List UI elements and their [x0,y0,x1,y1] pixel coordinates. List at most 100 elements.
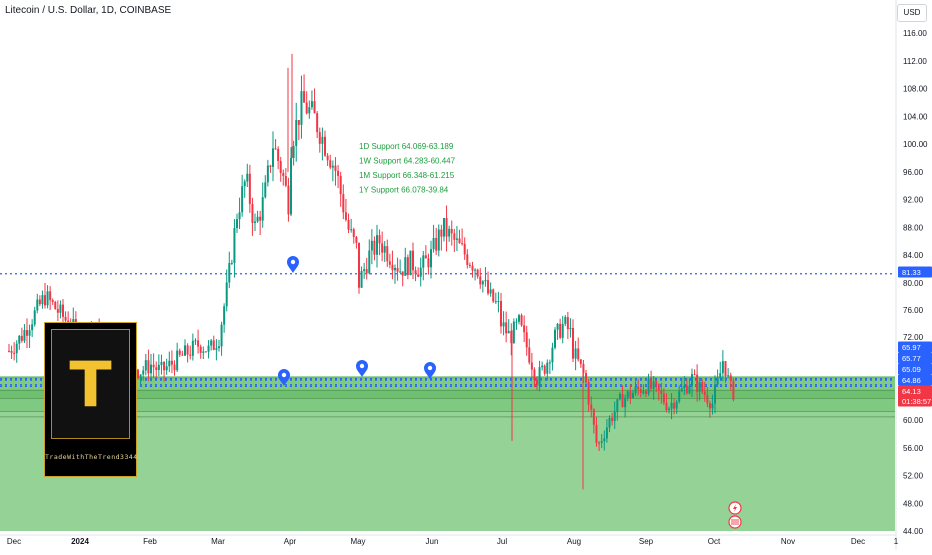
candle-body-117 [310,101,313,108]
candle-body-277 [724,361,727,377]
candle-body-100 [266,165,269,183]
x-tick-label: Nov [781,537,795,546]
candle-body-225 [590,404,593,410]
candle-body-130 [344,212,347,220]
candle-body-19 [56,309,59,313]
candle-body-213 [559,323,562,338]
candle-body-171 [450,228,453,234]
candle-body-118 [313,101,316,114]
x-tick-label: Oct [708,537,721,546]
currency-selector[interactable]: USD [897,4,927,22]
candle-body-176 [463,243,466,255]
candle-body-91 [243,181,246,187]
y-tick-label: 92.00 [903,196,924,205]
price-label-bg [898,266,932,278]
candle-body-94 [251,203,254,223]
x-tick-label: May [350,537,365,546]
candle-body-191 [502,322,505,327]
candle-body-164 [432,238,435,250]
candle-body-168 [442,218,445,237]
candle-body-259 [678,391,681,402]
y-tick-label: 112.00 [903,57,927,66]
candle-body-160 [422,255,425,268]
candle-body-266 [696,374,699,392]
candle-body-231 [605,427,608,439]
price-label-bg [898,385,932,397]
candle-body-199 [523,325,526,333]
candle-body-9 [31,324,34,331]
candle-body-137 [363,269,366,271]
candle-body-90 [241,186,244,213]
support-zone-1d [0,390,895,399]
candle-body-156 [412,250,414,271]
candle-body-175 [461,243,464,245]
candle-body-124 [329,160,332,168]
candle-body-107 [284,176,287,186]
candle-body-12 [38,299,41,305]
candle-body-272 [711,403,714,409]
candle-body-204 [536,379,538,386]
candle-body-258 [675,401,678,409]
candle-body-65 [176,350,179,371]
candle-body-251 [657,384,660,391]
candle-body-81 [218,346,220,349]
y-tick-label: 100.00 [903,140,928,149]
candle-body-212 [556,323,559,330]
candle-body-121 [321,136,324,144]
candle-body-262 [685,385,688,394]
candle-body-93 [248,173,251,204]
candle-body-223 [585,373,588,383]
candle-body-11 [36,299,39,311]
candle-body-243 [637,386,640,390]
candle-body-16 [49,291,52,301]
candle-body-4 [18,335,21,344]
candle-body-148 [391,264,394,271]
candle-body-61 [165,366,168,371]
price-label-bg [898,395,932,407]
candle-body-174 [458,238,461,244]
candle-body-233 [611,417,614,422]
candle-body-6 [23,330,26,341]
candle-body-50 [137,369,140,378]
candle-body-158 [417,274,420,277]
candle-body-106 [282,173,285,177]
candle-body-84 [225,282,228,307]
price-label: 65.09 [902,365,921,374]
support-annotation: 1Y Support 66.078-39.84 [359,186,449,195]
y-tick-label: 60.00 [903,416,924,425]
candle-body-179 [471,265,474,271]
candle-body-246 [645,391,647,394]
x-tick-label: Feb [143,537,157,546]
candle-body-240 [629,391,632,399]
candle-body-66 [178,350,181,355]
candle-body-5 [20,335,23,341]
candle-body-200 [525,332,528,348]
y-tick-label: 72.00 [903,333,924,342]
candle-body-135 [358,242,360,288]
price-label: 64.13 [902,387,921,396]
candle-body-115 [305,102,308,114]
candle-body-134 [355,236,358,243]
candle-body-235 [616,399,619,412]
candle-body-83 [223,306,226,325]
candle-body-69 [186,345,189,355]
candle-body-217 [569,327,572,330]
candle-body-236 [618,393,621,400]
candle-body-67 [181,354,184,356]
candle-body-113 [300,91,303,125]
candle-body-275 [719,373,722,379]
candle-body-165 [435,238,438,251]
candle-body-125 [331,165,334,168]
candle-body-14 [44,295,46,306]
candle-body-140 [370,240,373,251]
candle-body-96 [256,216,259,222]
candle-body-97 [259,216,262,221]
candle-body-143 [378,235,381,244]
candle-body-250 [655,381,658,385]
candle-body-108 [287,185,290,215]
price-label: 65.77 [902,354,921,363]
candle-body-99 [264,182,267,198]
candle-body-201 [528,347,531,363]
